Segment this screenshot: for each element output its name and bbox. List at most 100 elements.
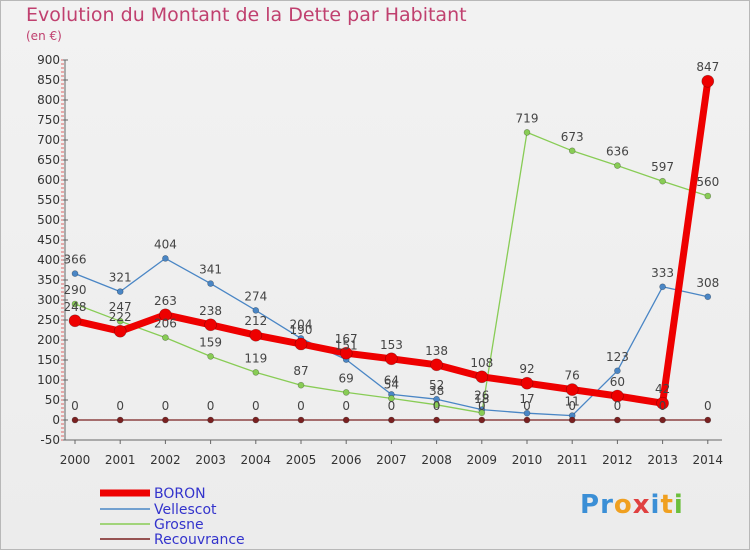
data-point-recouvrance — [433, 416, 440, 424]
x-tick-label: 2013 — [647, 453, 678, 467]
data-label-vellescot: 52 — [429, 378, 444, 392]
y-tick-label: 50 — [45, 393, 60, 407]
data-label-grosne: 159 — [199, 335, 222, 349]
data-label-grosne: 69 — [339, 371, 354, 385]
x-tick-label: 2014 — [693, 453, 724, 467]
data-label-recouvrance: 0 — [568, 399, 576, 413]
data-label-vellescot: 151 — [335, 339, 358, 353]
data-label-recouvrance: 0 — [433, 399, 441, 413]
y-tick-label: 900 — [37, 53, 60, 67]
logo-letter: P — [580, 490, 601, 520]
data-label-vellescot: 123 — [606, 350, 629, 364]
data-label-grosne: 290 — [64, 283, 87, 297]
data-point-recouvrance — [388, 416, 395, 424]
data-point-boron — [611, 389, 624, 403]
logo-letter: o — [613, 490, 633, 520]
x-tick-label: 2005 — [286, 453, 317, 467]
y-tick-label: -50 — [40, 433, 60, 447]
logo-letter: i — [650, 490, 661, 520]
data-point-grosne — [342, 389, 350, 396]
data-point-grosne — [71, 300, 79, 308]
data-point-vellescot — [252, 307, 260, 314]
data-label-boron: 263 — [154, 294, 177, 308]
data-point-grosne — [116, 317, 124, 325]
data-point-recouvrance — [71, 416, 79, 424]
data-label-recouvrance: 0 — [71, 399, 79, 413]
data-label-boron: 76 — [565, 369, 580, 383]
x-tick-label: 2012 — [602, 453, 633, 467]
data-point-vellescot — [116, 288, 124, 295]
data-point-grosne — [388, 395, 395, 402]
data-label-vellescot: 404 — [154, 237, 177, 251]
series-line-grosne — [74, 131, 709, 414]
data-point-boron — [113, 324, 127, 338]
data-point-boron — [294, 337, 308, 351]
y-tick-label: 300 — [37, 293, 60, 307]
data-label-vellescot: 204 — [290, 317, 313, 331]
y-tick-label: 800 — [37, 93, 60, 107]
data-label-recouvrance: 0 — [659, 399, 667, 413]
data-label-vellescot: 308 — [696, 276, 719, 290]
data-label-recouvrance: 0 — [342, 399, 350, 413]
data-label-grosne: 87 — [293, 364, 308, 378]
data-point-boron — [204, 318, 217, 332]
data-point-recouvrance — [207, 416, 214, 424]
y-tick-label: 200 — [37, 333, 60, 347]
data-point-recouvrance — [162, 416, 169, 424]
data-label-recouvrance: 0 — [207, 399, 215, 413]
data-point-boron — [68, 314, 82, 328]
data-point-vellescot — [71, 270, 79, 277]
data-point-grosne — [568, 147, 576, 155]
data-label-grosne: 673 — [561, 130, 584, 144]
data-label-boron: 60 — [610, 375, 625, 389]
data-label-vellescot: 17 — [519, 392, 534, 406]
data-point-grosne — [704, 192, 712, 200]
data-point-recouvrance — [116, 416, 124, 424]
data-point-boron — [249, 328, 263, 342]
data-point-recouvrance — [252, 416, 260, 424]
data-label-boron: 42 — [655, 382, 670, 396]
y-tick-label: 850 — [37, 73, 60, 87]
y-tick-label: 500 — [37, 213, 60, 227]
x-tick-label: 2002 — [150, 453, 181, 467]
data-point-boron — [656, 396, 669, 410]
data-point-grosne — [659, 177, 666, 185]
data-label-grosne: 38 — [429, 384, 444, 398]
x-tick-label: 2001 — [105, 453, 136, 467]
y-tick-label: 550 — [37, 193, 60, 207]
data-point-recouvrance — [478, 416, 486, 424]
data-label-boron: 92 — [519, 362, 534, 376]
data-label-boron: 108 — [470, 356, 493, 370]
logo-letter: x — [632, 490, 651, 520]
data-point-vellescot — [523, 409, 531, 417]
logo-letter: r — [600, 490, 614, 520]
data-point-grosne — [297, 381, 305, 389]
data-point-boron — [159, 308, 172, 322]
y-tick-label: 250 — [37, 313, 60, 327]
data-label-vellescot: 274 — [244, 289, 267, 303]
data-label-boron: 138 — [425, 344, 448, 358]
data-label-recouvrance: 0 — [523, 399, 531, 413]
data-label-boron: 212 — [244, 314, 267, 328]
y-tick-label: 150 — [37, 353, 60, 367]
data-label-vellescot: 333 — [651, 266, 674, 280]
data-label-recouvrance: 0 — [252, 399, 260, 413]
logo-letter: i — [673, 490, 684, 520]
data-label-vellescot: 321 — [109, 271, 132, 285]
data-label-grosne: 18 — [474, 392, 489, 406]
data-label-recouvrance: 0 — [297, 399, 305, 413]
data-label-grosne: 560 — [696, 175, 719, 189]
data-label-grosne: 247 — [109, 300, 132, 314]
data-label-recouvrance: 0 — [162, 399, 170, 413]
data-label-vellescot: 11 — [565, 395, 580, 409]
x-tick-label: 2009 — [467, 453, 498, 467]
data-point-recouvrance — [342, 416, 350, 424]
data-point-vellescot — [614, 367, 621, 375]
data-label-boron: 847 — [696, 60, 719, 74]
data-label-grosne: 54 — [384, 377, 399, 391]
x-tick-label: 2010 — [512, 453, 543, 467]
y-tick-label: 0 — [52, 413, 60, 427]
data-label-grosne: 636 — [606, 145, 629, 159]
